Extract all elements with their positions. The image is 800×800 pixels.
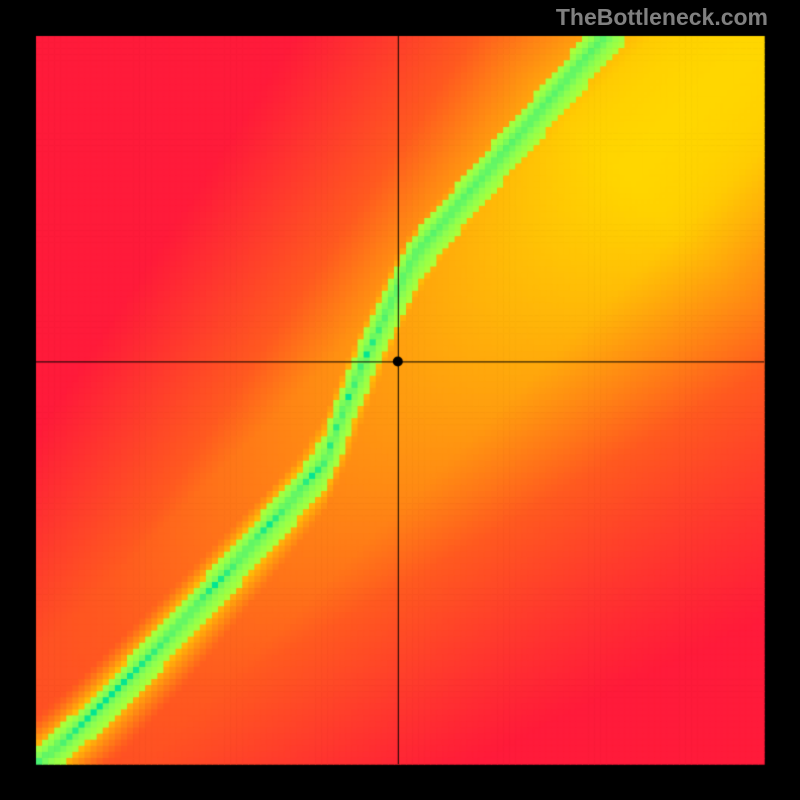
bottleneck-heatmap bbox=[0, 0, 800, 800]
chart-container: TheBottleneck.com bbox=[0, 0, 800, 800]
watermark-text: TheBottleneck.com bbox=[556, 4, 768, 31]
